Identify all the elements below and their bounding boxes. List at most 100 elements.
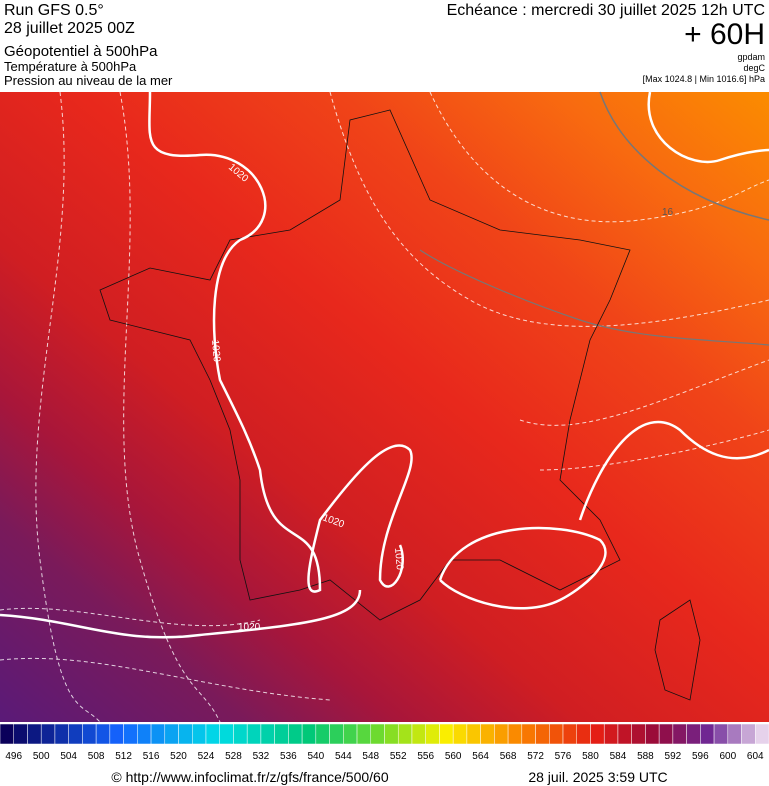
scale-swatch	[686, 723, 701, 745]
scale-swatch	[700, 723, 715, 745]
source-credit: © http://www.infoclimat.fr/z/gfs/france/…	[111, 769, 388, 785]
scale-label: 532	[253, 751, 270, 762]
scale-swatch	[562, 723, 578, 745]
run-date: 28 juillet 2025 00Z	[4, 20, 135, 37]
scale-swatch	[13, 723, 28, 745]
scale-swatch	[549, 723, 564, 745]
scale-swatch	[755, 723, 769, 745]
scale-swatch	[576, 723, 591, 745]
scale-swatch	[480, 723, 495, 745]
scale-label: 540	[307, 751, 324, 762]
scale-swatch	[95, 723, 111, 745]
scale-swatch	[507, 723, 523, 745]
scale-swatch	[205, 723, 220, 745]
scale-label: 500	[33, 751, 50, 762]
map-area: 1020 1020 1020 1020 1020 16	[0, 91, 769, 723]
color-scale: 496 500 504 508 512 516 520 524 528 532 536 540 544 5…	[0, 723, 769, 762]
scale-swatch	[274, 723, 289, 745]
scale-label: 572	[527, 751, 544, 762]
scale-swatch	[40, 723, 56, 745]
unit-degc: degC	[743, 63, 765, 73]
scale-swatch	[219, 723, 234, 745]
scale-label: 524	[198, 751, 215, 762]
scale-swatch	[27, 723, 42, 745]
scale-swatch	[329, 723, 344, 745]
scale-swatch	[123, 723, 138, 745]
scale-swatch	[137, 723, 152, 745]
scale-swatch	[192, 723, 207, 745]
scale-swatch	[150, 723, 166, 745]
scale-swatch	[178, 723, 193, 745]
isobar-label: 1020	[392, 547, 405, 571]
scale-swatch	[466, 723, 481, 745]
scale-label: 552	[390, 751, 407, 762]
scale-label: 496	[5, 751, 22, 762]
isotherm-grey	[599, 91, 769, 221]
scale-label: 580	[582, 751, 599, 762]
scale-swatch	[535, 723, 550, 745]
unit-gpdam: gpdam	[737, 52, 765, 62]
scale-swatch	[301, 723, 317, 745]
scale-swatch	[713, 723, 729, 745]
scale-label: 516	[143, 751, 160, 762]
scale-swatch	[494, 723, 509, 745]
scale-swatch	[384, 723, 399, 745]
isotherm-grey	[419, 249, 769, 346]
scale-swatch	[109, 723, 124, 745]
scale-label: 588	[637, 751, 654, 762]
isobars	[0, 91, 769, 639]
scale-swatch	[439, 723, 454, 745]
scale-swatch	[343, 723, 358, 745]
scale-swatch	[68, 723, 83, 745]
field-pressure: Pression au niveau de la mer	[4, 73, 173, 88]
coastlines	[99, 109, 701, 701]
scale-swatch	[370, 723, 385, 745]
lead-time: + 60H	[684, 18, 765, 51]
field-temperature: Température à 500hPa	[4, 59, 137, 74]
scale-label: 508	[88, 751, 105, 762]
scale-swatch	[82, 723, 97, 745]
scale-label: 520	[170, 751, 187, 762]
scale-swatch	[672, 723, 687, 745]
temperature-field	[0, 92, 769, 722]
isotherm-label: 16	[662, 207, 674, 218]
scale-swatch	[233, 723, 248, 745]
field-geopotential: Géopotentiel à 500hPa	[4, 43, 158, 60]
scale-swatch	[452, 723, 468, 745]
scale-swatch	[315, 723, 330, 745]
scale-swatch	[617, 723, 632, 745]
scale-swatch	[425, 723, 440, 745]
scale-swatch	[590, 723, 605, 745]
scale-label: 504	[60, 751, 77, 762]
scale-swatch	[54, 723, 69, 745]
scale-swatch	[631, 723, 646, 745]
scale-swatch	[164, 723, 179, 745]
timestamp: 28 juil. 2025 3:59 UTC	[528, 769, 667, 785]
isobar-label: 1020	[238, 622, 261, 633]
scale-label: 584	[610, 751, 627, 762]
scale-label: 596	[692, 751, 709, 762]
scale-label: 564	[472, 751, 489, 762]
scale-label: 576	[555, 751, 572, 762]
scale-label: 556	[417, 751, 434, 762]
run-title: Run GFS 0.5°	[4, 2, 104, 19]
scale-label: 548	[362, 751, 379, 762]
scale-swatch	[288, 723, 303, 745]
valid-time: Echéance : mercredi 30 juillet 2025 12h …	[447, 2, 765, 19]
scale-swatch	[645, 723, 660, 745]
scale-swatch	[521, 723, 536, 745]
scale-swatch	[260, 723, 275, 745]
scale-label: 604	[747, 751, 764, 762]
scale-swatch	[246, 723, 262, 745]
scale-swatch	[0, 723, 14, 745]
scale-swatch	[658, 723, 674, 745]
scale-swatch	[397, 723, 413, 745]
scale-label: 512	[115, 751, 132, 762]
scale-label: 592	[665, 751, 682, 762]
scale-label: 536	[280, 751, 297, 762]
scale-swatch	[741, 723, 756, 745]
scale-label: 600	[719, 751, 736, 762]
scale-swatch	[727, 723, 742, 745]
